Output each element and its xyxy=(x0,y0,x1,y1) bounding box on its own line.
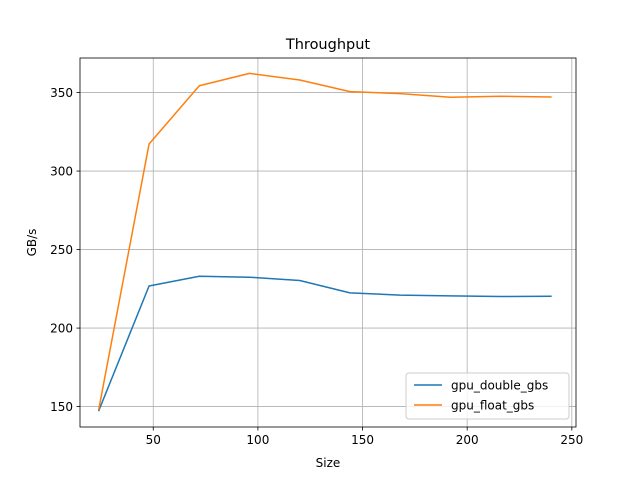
grid-lines xyxy=(80,58,576,427)
series-layer xyxy=(97,72,552,412)
axes-frame xyxy=(79,57,577,428)
x-tick-label: 50 xyxy=(146,433,161,447)
legend-box xyxy=(405,372,570,420)
x-tick-label: 150 xyxy=(351,433,374,447)
y-tick-label: 200 xyxy=(50,322,73,336)
series-line-gpu_float_gbs xyxy=(97,72,552,410)
y-tick-label: 300 xyxy=(50,165,73,179)
x-axis-ticks: 50 100 150 200 250 xyxy=(146,427,583,447)
y-axis-ticks: 150 200 250 300 350 xyxy=(50,86,80,414)
x-tick-label: 100 xyxy=(246,433,269,447)
y-tick-label: 250 xyxy=(50,243,73,257)
y-axis-label: GB/s xyxy=(25,229,39,257)
x-tick-label: 200 xyxy=(456,433,479,447)
x-tick-label: 250 xyxy=(560,433,583,447)
y-tick-label: 150 xyxy=(50,400,73,414)
legend-label: gpu_double_gbs xyxy=(451,379,548,393)
y-tick-label: 350 xyxy=(50,86,73,100)
legend: gpu_double_gbs gpu_float_gbs xyxy=(405,372,570,420)
chart-title: Throughput xyxy=(285,37,371,53)
series-line-gpu_double_gbs xyxy=(97,275,552,412)
legend-label: gpu_float_gbs xyxy=(451,399,534,413)
x-axis-label: Size xyxy=(316,456,341,470)
